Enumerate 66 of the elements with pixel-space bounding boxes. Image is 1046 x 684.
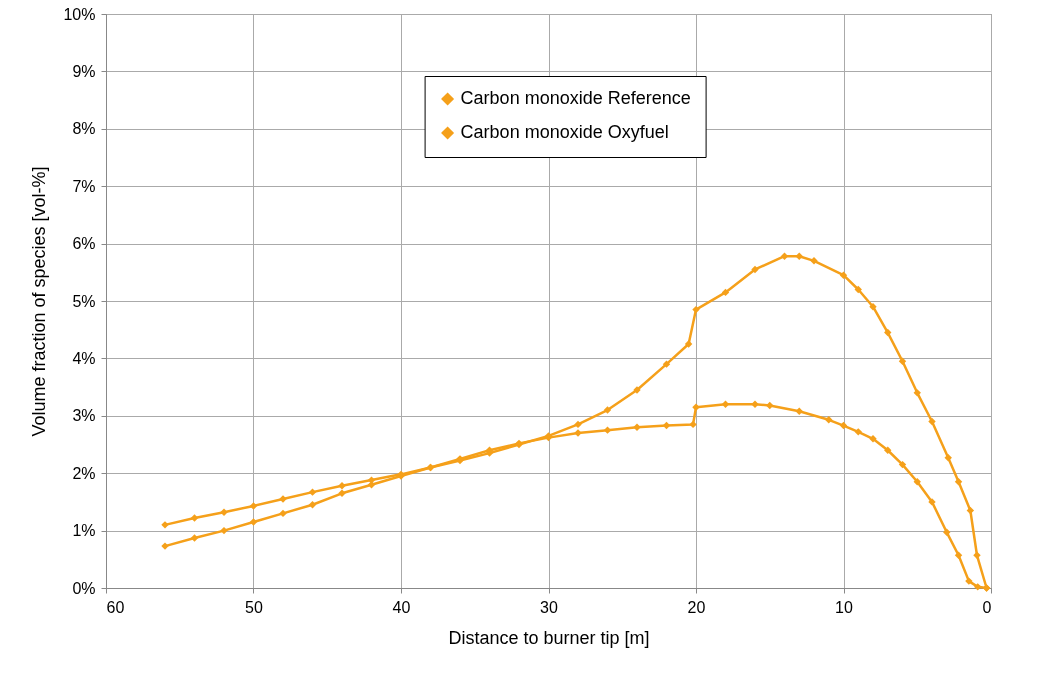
point (944, 453, 952, 462)
point (898, 460, 907, 469)
point (721, 400, 730, 409)
point (249, 518, 258, 526)
y-tick-label: 8% (72, 120, 96, 138)
point (692, 305, 700, 314)
y-tick-label: 2% (72, 464, 96, 482)
point (308, 501, 317, 509)
point (854, 428, 862, 436)
point (974, 583, 982, 591)
x-tick-label: 60 (106, 598, 125, 616)
point (751, 400, 759, 409)
x-tick-label: 10 (835, 598, 853, 616)
legend-label: Carbon monoxide Oxyfuel (460, 122, 669, 142)
point (943, 528, 951, 537)
y-tick-label: 10% (63, 5, 96, 23)
point (825, 416, 833, 424)
point (795, 407, 803, 415)
point (603, 406, 612, 414)
point (766, 401, 774, 410)
point (574, 420, 582, 429)
point (751, 265, 759, 274)
point (795, 252, 803, 260)
point (954, 551, 963, 559)
y-tick-label: 9% (72, 62, 96, 80)
y-tick-label: 0% (72, 579, 96, 597)
y-tick-label: 5% (72, 292, 96, 310)
point (662, 360, 671, 368)
point (721, 288, 730, 297)
x-axis-title: Distance to burner tip [m] (448, 627, 650, 648)
point (884, 328, 892, 337)
x-tick-label: 30 (540, 598, 558, 616)
y-tick-label: 3% (72, 407, 96, 425)
point (898, 357, 907, 365)
point (367, 476, 376, 484)
point (913, 389, 921, 397)
y-tick-label: 7% (72, 177, 96, 195)
x-tick-label: 0 (982, 598, 992, 616)
point (190, 534, 199, 542)
point (913, 478, 921, 486)
y-tick-label: 1% (72, 522, 96, 540)
point (220, 526, 228, 535)
point (662, 421, 671, 430)
x-tick-label: 50 (245, 598, 263, 616)
point (689, 420, 697, 429)
y-tick-label: 6% (72, 235, 96, 253)
point (190, 514, 199, 522)
point (279, 509, 287, 518)
x-tick-label: 20 (687, 598, 706, 616)
point (603, 426, 612, 434)
point (249, 502, 258, 510)
point (928, 417, 936, 426)
point (966, 506, 975, 515)
point (308, 488, 317, 496)
point (780, 252, 789, 260)
legend-label: Carbon monoxide Reference (460, 88, 691, 108)
point (884, 446, 892, 454)
y-axis-title: Volume fraction of species [vol-%] (29, 166, 50, 437)
point (954, 478, 963, 486)
point (973, 551, 981, 559)
x-tick-label: 40 (392, 598, 411, 616)
point (839, 421, 848, 430)
y-tick-label: 4% (72, 349, 96, 367)
point (854, 285, 862, 294)
point (684, 340, 693, 348)
point (839, 271, 848, 279)
